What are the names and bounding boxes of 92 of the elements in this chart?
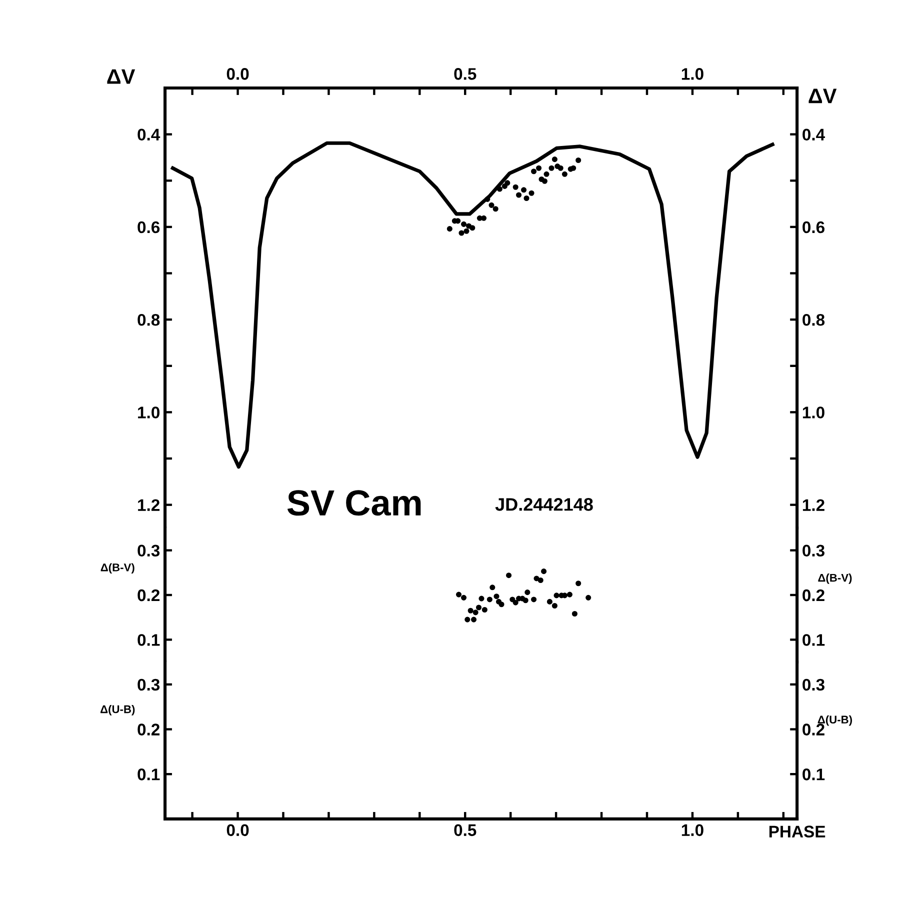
point: [478, 596, 484, 602]
point: [502, 183, 508, 189]
point: [536, 165, 542, 171]
point: [512, 184, 518, 190]
y2-axis-title: Δ(B-V): [818, 574, 852, 584]
y2-tick-label: 1.2: [802, 499, 824, 511]
y-tick-label: 0.3: [138, 678, 160, 691]
point: [494, 594, 500, 600]
point: [546, 598, 552, 604]
point: [498, 602, 504, 608]
y2-tick-label: 0.3: [802, 678, 824, 691]
point: [470, 225, 476, 231]
y-tick-label: 0.4: [138, 128, 160, 141]
line-series: [170, 141, 774, 469]
y-tick-label: 0.8: [138, 314, 160, 326]
x-tick-label: 0.0: [226, 824, 249, 836]
point: [541, 568, 547, 574]
x2-tick-label: 0.0: [226, 68, 249, 80]
point: [472, 610, 478, 616]
y2-axis-title: Δ(U-B): [818, 715, 852, 726]
point: [488, 202, 494, 208]
point: [538, 577, 544, 584]
point: [554, 592, 560, 598]
point: [548, 165, 554, 171]
point: [512, 600, 518, 606]
y-axis-title: Δ(U-B): [100, 705, 135, 716]
x-tick-label: 0.5: [454, 824, 476, 836]
point: [562, 171, 568, 177]
point: [520, 187, 527, 193]
y2-tick-label: 0.4: [802, 128, 825, 141]
annotation: SV Cam: [287, 490, 421, 516]
point: [552, 602, 558, 609]
y-tick-label: 0.6: [138, 221, 160, 234]
point: [572, 610, 578, 617]
point: [482, 606, 488, 613]
point: [464, 228, 470, 234]
point: [528, 190, 534, 196]
y2-axis-title: ΔV: [808, 88, 837, 104]
point: [458, 230, 464, 236]
point: [524, 590, 530, 596]
point: [464, 616, 470, 622]
y2-tick-label: 0.2: [802, 724, 824, 736]
y2-tick-label: 0.6: [802, 221, 824, 234]
point: [586, 594, 592, 600]
y-tick-label: 0.1: [138, 768, 160, 780]
point: [531, 596, 537, 602]
point: [544, 171, 550, 177]
point: [492, 206, 498, 212]
y-tick-label: 1.0: [138, 406, 160, 418]
annotation: JD.2442148: [495, 498, 593, 511]
point: [516, 192, 522, 198]
point: [456, 592, 462, 598]
y2-tick-label: 0.1: [802, 768, 825, 780]
point: [496, 186, 502, 192]
y-axis-title: ΔV: [107, 69, 136, 84]
y2-tick-label: 0.1: [802, 634, 825, 646]
point: [524, 195, 530, 202]
point: [531, 168, 537, 174]
y2-tick-label: 0.2: [802, 589, 824, 602]
x2-tick-label: 0.5: [454, 68, 476, 80]
point: [484, 196, 490, 202]
point: [486, 596, 492, 602]
point: [522, 598, 528, 604]
point: [570, 165, 576, 171]
point: [506, 572, 512, 578]
point: [470, 616, 477, 622]
x-tick-label: 1.0: [682, 824, 704, 836]
point: [558, 165, 564, 171]
point: [446, 226, 452, 232]
x-axis-title: PHASE: [769, 826, 826, 838]
y-tick-label: 0.2: [138, 724, 160, 736]
y-tick-label: 1.2: [138, 499, 160, 511]
y2-tick-label: 0.3: [802, 544, 824, 557]
point: [576, 157, 582, 164]
y-tick-label: 0.2: [138, 589, 160, 602]
point: [566, 592, 572, 598]
point: [476, 604, 482, 610]
y2-tick-label: 0.8: [802, 314, 825, 326]
point: [576, 580, 582, 586]
y-axis-title: Δ(B-V): [100, 563, 134, 574]
point: [468, 608, 474, 614]
point: [490, 584, 496, 590]
x2-tick-label: 1.0: [682, 68, 704, 80]
point: [552, 156, 558, 162]
y2-tick-label: 1.0: [802, 406, 824, 418]
y-tick-label: 0.3: [138, 544, 160, 557]
point: [534, 576, 540, 582]
point: [460, 221, 467, 227]
point: [542, 178, 548, 184]
point: [504, 180, 510, 186]
y-tick-label: 0.1: [138, 634, 160, 646]
point: [460, 594, 467, 600]
